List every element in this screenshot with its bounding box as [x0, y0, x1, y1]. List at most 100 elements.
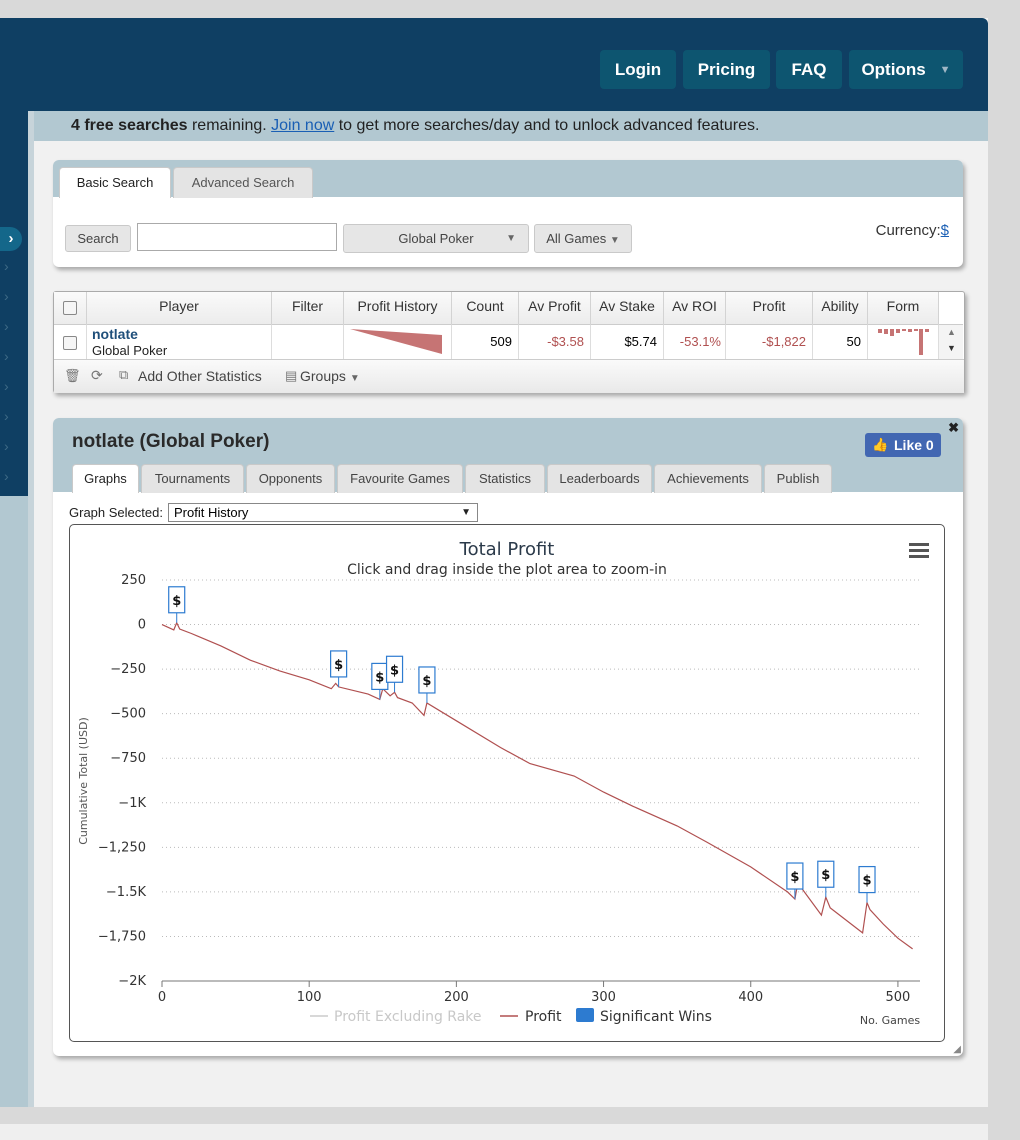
- column-header-player[interactable]: Player: [87, 292, 272, 324]
- hamburger-menu-icon[interactable]: [909, 543, 929, 558]
- column-header-av-profit[interactable]: Av Profit: [519, 292, 591, 324]
- profit-chart[interactable]: Total Profit Click and drag inside the p…: [69, 524, 945, 1042]
- faq-label: FAQ: [791, 60, 827, 79]
- column-header-filter[interactable]: Filter: [272, 292, 344, 324]
- tab-tournaments[interactable]: Tournaments: [141, 464, 244, 493]
- chevron-down-icon: ▼: [349, 373, 360, 384]
- significant-win-label: $: [172, 594, 181, 609]
- player-cell: notlate Global Poker: [87, 324, 272, 359]
- significant-win-flag: [858, 865, 876, 894]
- select-all-checkbox[interactable]: [63, 301, 77, 315]
- x-tick-label: 0: [158, 990, 166, 1005]
- tab-favourite-games[interactable]: Favourite Games: [337, 464, 463, 493]
- significant-win-flag: [168, 586, 186, 614]
- sidebar-toggle-chevron-right-icon[interactable]: ›: [0, 227, 22, 251]
- profit-cell: -$1,822: [726, 324, 813, 359]
- login-button[interactable]: Login: [600, 50, 676, 89]
- column-header-ability[interactable]: Ability: [813, 292, 868, 324]
- tab-basic-search[interactable]: Basic Search: [59, 167, 171, 198]
- column-header-av-roi[interactable]: Av ROI: [664, 292, 726, 324]
- scroll-down-icon[interactable]: ▼: [947, 343, 956, 353]
- column-header-av-stake[interactable]: Av Stake: [591, 292, 664, 324]
- games-select[interactable]: All Games ▼: [534, 224, 632, 253]
- column-label: Av Stake: [599, 298, 655, 314]
- search-panel-header: Basic Search Advanced Search: [53, 160, 963, 198]
- tab-graphs[interactable]: Graphs: [72, 464, 139, 493]
- footer-strip: [0, 1124, 988, 1140]
- tab-label: Tournaments: [154, 471, 231, 486]
- chevron-right-icon[interactable]: ›: [4, 348, 9, 364]
- legend-item-significant-wins[interactable]: Significant Wins: [600, 1009, 712, 1025]
- join-now-link[interactable]: Join now: [271, 117, 335, 134]
- column-header-profit-history[interactable]: Profit History: [344, 292, 452, 324]
- refresh-icon[interactable]: ⟳: [91, 367, 103, 383]
- search-button-label: Search: [77, 231, 119, 246]
- x-tick-label: 200: [444, 990, 469, 1005]
- count-value: 509: [490, 334, 512, 349]
- options-button[interactable]: Options ▼: [849, 50, 963, 89]
- chevron-right-icon[interactable]: ›: [4, 408, 9, 424]
- facebook-like-button[interactable]: 👍 Like 0: [865, 433, 941, 457]
- profit-chart-svg[interactable]: Total Profit Click and drag inside the p…: [70, 525, 944, 1041]
- x-tick-label: 500: [886, 990, 911, 1005]
- resize-handle-icon[interactable]: ◢: [953, 1044, 961, 1055]
- legend-item-profit-excluding-rake[interactable]: Profit Excluding Rake: [334, 1009, 482, 1025]
- row-select-cell: [54, 324, 87, 359]
- chevron-right-icon[interactable]: ›: [4, 288, 9, 304]
- x-tick-label: 100: [297, 990, 322, 1005]
- chevron-right-icon[interactable]: ›: [4, 258, 9, 274]
- chevron-right-icon[interactable]: ›: [4, 468, 9, 484]
- search-input[interactable]: [137, 223, 337, 251]
- chevron-right-icon[interactable]: ›: [4, 438, 9, 454]
- row-checkbox[interactable]: [63, 336, 77, 350]
- player-link[interactable]: notlate: [92, 326, 138, 342]
- chevron-right-icon[interactable]: ›: [4, 378, 9, 394]
- av-roi-cell: -53.1%: [664, 324, 726, 359]
- page: Login Pricing FAQ Options ▼ › › › › › › ›…: [0, 18, 988, 1107]
- add-other-statistics-button[interactable]: Add Other Statistics: [138, 368, 262, 384]
- significant-win-flag: [786, 862, 804, 890]
- count-cell: 509: [452, 324, 519, 359]
- tab-opponents[interactable]: Opponents: [246, 464, 335, 493]
- form-cell: [868, 324, 939, 359]
- column-header-count[interactable]: Count: [452, 292, 519, 324]
- table-scrollbar[interactable]: ▲ ▼: [939, 324, 963, 360]
- graph-select[interactable]: Profit History ▼: [168, 503, 478, 522]
- column-label: Av ROI: [672, 298, 717, 314]
- chevron-right-icon[interactable]: ›: [4, 318, 9, 334]
- tab-achievements[interactable]: Achievements: [654, 464, 762, 493]
- trash-icon[interactable]: 🗑: [64, 368, 81, 383]
- search-panel: Basic Search Advanced Search Search Glob…: [53, 160, 963, 267]
- column-header-profit[interactable]: Profit: [726, 292, 813, 324]
- filter-cell: [272, 324, 344, 359]
- tab-publish[interactable]: Publish: [764, 464, 832, 493]
- tab-leaderboards[interactable]: Leaderboards: [547, 464, 652, 493]
- close-icon[interactable]: ✖: [948, 420, 959, 435]
- ability-value: 50: [846, 334, 861, 349]
- form-bars: [878, 329, 929, 355]
- y-axis-label: Cumulative Total (USD): [77, 717, 90, 845]
- notice-text-2: to get more searches/day and to unlock a…: [334, 117, 760, 134]
- av-profit-value: -$3.58: [547, 334, 584, 349]
- tab-advanced-search[interactable]: Advanced Search: [173, 167, 313, 198]
- column-header-form[interactable]: Form: [868, 292, 939, 324]
- groups-button[interactable]: Groups ▼: [300, 368, 360, 384]
- pricing-button[interactable]: Pricing: [683, 50, 770, 89]
- tab-label: Statistics: [478, 471, 531, 486]
- scroll-up-icon[interactable]: ▲: [947, 327, 956, 337]
- player-panel: notlate (Global Poker) 👍 Like 0 ✖ Graphs…: [53, 418, 963, 1056]
- faq-button[interactable]: FAQ: [776, 50, 842, 89]
- network-select[interactable]: Global Poker ▼: [343, 224, 529, 253]
- chart-legend: Profit Excluding Rake Profit Significant…: [310, 1008, 712, 1025]
- currency-link[interactable]: $: [940, 222, 949, 239]
- chart-subtitle: Click and drag inside the plot area to z…: [347, 562, 667, 578]
- tab-statistics[interactable]: Statistics: [465, 464, 545, 493]
- legend-swatch-significant-wins: [576, 1008, 594, 1022]
- pricing-label: Pricing: [697, 60, 756, 79]
- search-button[interactable]: Search: [65, 225, 131, 252]
- x-axis-label: No. Games: [860, 1014, 921, 1027]
- legend-item-profit[interactable]: Profit: [525, 1009, 562, 1025]
- significant-win-label: $: [821, 868, 830, 883]
- significant-win-label: $: [390, 663, 399, 678]
- player-panel-header: notlate (Global Poker) 👍 Like 0 ✖ Graphs…: [53, 418, 963, 493]
